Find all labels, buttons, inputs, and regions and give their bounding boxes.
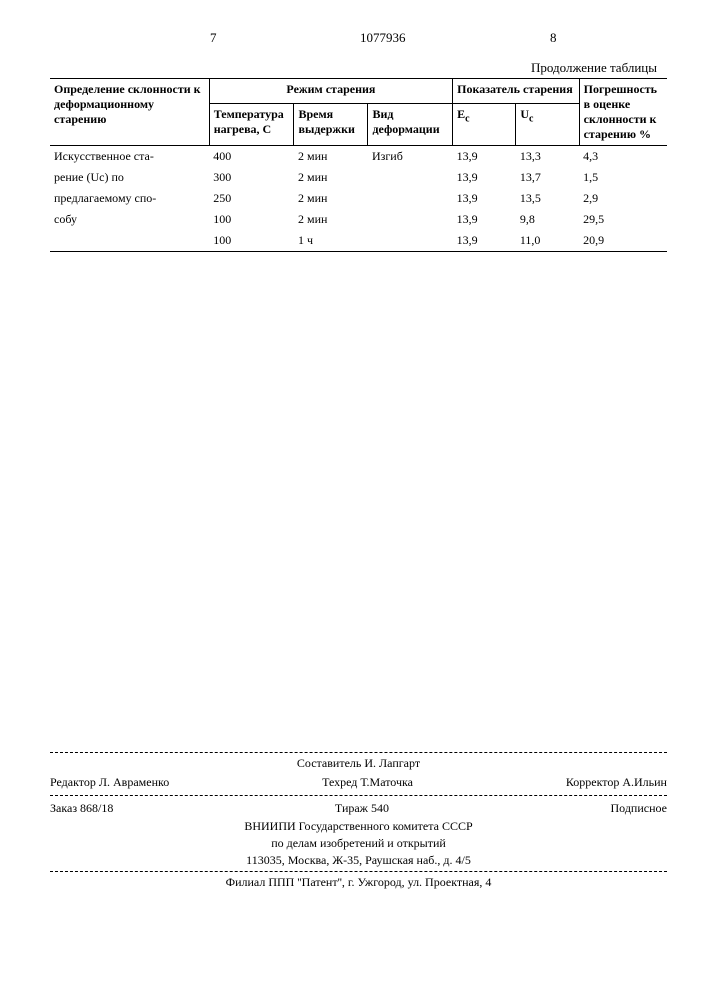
- cell-err: 4,3: [579, 146, 667, 168]
- col-ec: Eс: [453, 103, 516, 145]
- cell-ec: 13,9: [453, 146, 516, 168]
- col-time: Время выдержки: [294, 103, 368, 145]
- page-header: 7 1077936 8: [50, 30, 667, 54]
- table-row: рение (Uс) по 300 2 мин 13,9 13,7 1,5: [50, 167, 667, 188]
- divider: [50, 871, 667, 872]
- compiler: Составитель И. Лапгарт: [50, 755, 667, 772]
- cell-err: 1,5: [579, 167, 667, 188]
- cell-temp: 300: [209, 167, 294, 188]
- subscription: Подписное: [611, 800, 668, 817]
- cell-deform: [368, 188, 453, 209]
- editor: Редактор Л. Авраменко: [50, 774, 169, 791]
- cell-time: 2 мин: [294, 167, 368, 188]
- doc-number: 1077936: [360, 30, 406, 46]
- row-label: рение (Uс) по: [50, 167, 209, 188]
- cell-time: 1 ч: [294, 230, 368, 252]
- cell-err: 20,9: [579, 230, 667, 252]
- cell-uc: 9,8: [516, 209, 579, 230]
- cell-temp: 250: [209, 188, 294, 209]
- col-uc: Uс: [516, 103, 579, 145]
- footer-block: Составитель И. Лапгарт Редактор Л. Аврам…: [50, 752, 667, 891]
- col-error: Погрешность в оценке склонности к старен…: [579, 79, 667, 146]
- table-row: собу 100 2 мин 13,9 9,8 29,5: [50, 209, 667, 230]
- cell-ec: 13,9: [453, 209, 516, 230]
- org-line-1: ВНИИПИ Государственного комитета СССР: [50, 818, 667, 835]
- cell-temp: 400: [209, 146, 294, 168]
- col-deform: Вид деформации: [368, 103, 453, 145]
- data-table: Определение склонности к деформационному…: [50, 78, 667, 252]
- branch: Филиал ППП ''Патент'', г. Ужгород, ул. П…: [50, 874, 667, 891]
- order: Заказ 868/18: [50, 800, 113, 817]
- address: 113035, Москва, Ж-35, Раушская наб., д. …: [50, 852, 667, 869]
- cell-uc: 11,0: [516, 230, 579, 252]
- table-row: Искусственное ста- 400 2 мин Изгиб 13,9 …: [50, 146, 667, 168]
- table-row: 100 1 ч 13,9 11,0 20,9: [50, 230, 667, 252]
- page-num-right: 8: [550, 30, 557, 46]
- col-index: Показатель старения: [453, 79, 580, 104]
- cell-ec: 13,9: [453, 167, 516, 188]
- cell-deform: [368, 230, 453, 252]
- cell-temp: 100: [209, 209, 294, 230]
- col-definition: Определение склонности к деформационному…: [50, 79, 209, 146]
- cell-time: 2 мин: [294, 209, 368, 230]
- cell-ec: 13,9: [453, 230, 516, 252]
- cell-uc: 13,7: [516, 167, 579, 188]
- cell-err: 29,5: [579, 209, 667, 230]
- cell-time: 2 мин: [294, 188, 368, 209]
- cell-ec: 13,9: [453, 188, 516, 209]
- row-label: Искусственное ста-: [50, 146, 209, 168]
- row-label: собу: [50, 209, 209, 230]
- cell-uc: 13,3: [516, 146, 579, 168]
- page-num-left: 7: [210, 30, 217, 46]
- col-mode: Режим старения: [209, 79, 452, 104]
- table-row: предлагаемому спо- 250 2 мин 13,9 13,5 2…: [50, 188, 667, 209]
- cell-deform: [368, 167, 453, 188]
- col-temp: Температура нагрева, С: [209, 103, 294, 145]
- cell-uc: 13,5: [516, 188, 579, 209]
- corrector: Корректор А.Ильин: [566, 774, 667, 791]
- cell-temp: 100: [209, 230, 294, 252]
- cell-err: 2,9: [579, 188, 667, 209]
- divider: [50, 752, 667, 753]
- continuation-label: Продолжение таблицы: [50, 60, 657, 76]
- techred: Техред Т.Маточка: [322, 774, 413, 791]
- cell-deform: Изгиб: [368, 146, 453, 168]
- row-label: предлагаемому спо-: [50, 188, 209, 209]
- cell-time: 2 мин: [294, 146, 368, 168]
- tirage: Тираж 540: [335, 800, 389, 817]
- divider: [50, 795, 667, 796]
- org-line-2: по делам изобретений и открытий: [50, 835, 667, 852]
- cell-deform: [368, 209, 453, 230]
